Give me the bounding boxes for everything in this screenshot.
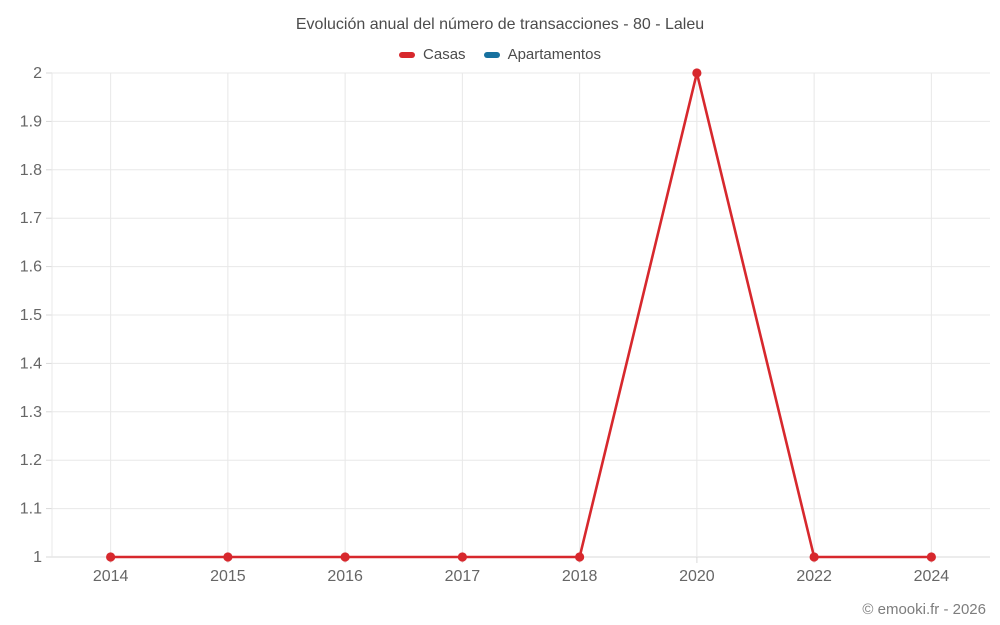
- x-axis-label: 2014: [93, 568, 129, 585]
- y-axis-label: 1.3: [20, 404, 42, 421]
- x-axis-label: 2022: [796, 568, 832, 585]
- data-point[interactable]: [106, 552, 116, 562]
- data-point[interactable]: [457, 552, 467, 562]
- watermark-credit: © emooki.fr - 2026: [862, 601, 986, 618]
- y-axis-label: 1.2: [20, 452, 42, 469]
- x-axis-label: 2024: [914, 568, 950, 585]
- y-axis-label: 1: [33, 549, 42, 566]
- y-axis-label: 2: [33, 65, 42, 82]
- apartamentos-swatch-icon: [483, 51, 500, 58]
- data-point[interactable]: [340, 552, 350, 562]
- data-point[interactable]: [809, 552, 819, 562]
- data-point[interactable]: [575, 552, 585, 562]
- legend-item-apartamentos[interactable]: Apartamentos: [483, 46, 601, 63]
- series-line-casas: [109, 71, 933, 559]
- y-axis-label: 1.5: [20, 307, 42, 324]
- x-axis-label: 2018: [562, 568, 598, 585]
- casas-swatch-icon: [399, 51, 416, 58]
- legend-label-casas: Casas: [423, 46, 466, 63]
- x-axis-label: 2020: [679, 568, 715, 585]
- y-axis-label: 1.7: [20, 210, 42, 227]
- y-axis-label: 1.8: [20, 162, 42, 179]
- legend-item-casas[interactable]: Casas: [399, 46, 466, 63]
- y-axis-label: 1.1: [20, 501, 42, 518]
- y-axis-label: 1.6: [20, 259, 42, 276]
- legend: Casas Apartamentos: [0, 46, 1000, 63]
- y-axis-label: 1.9: [20, 113, 42, 130]
- data-point[interactable]: [223, 552, 233, 562]
- x-axis-label: 2016: [327, 568, 363, 585]
- y-axis-label: 1.4: [20, 355, 42, 372]
- x-axis-label: 2015: [210, 568, 246, 585]
- data-point[interactable]: [692, 68, 702, 78]
- data-point[interactable]: [926, 552, 936, 562]
- chart-title: Evolución anual del número de transaccio…: [295, 16, 705, 33]
- x-axis-label: 2017: [445, 568, 481, 585]
- legend-label-apartamentos: Apartamentos: [507, 46, 601, 63]
